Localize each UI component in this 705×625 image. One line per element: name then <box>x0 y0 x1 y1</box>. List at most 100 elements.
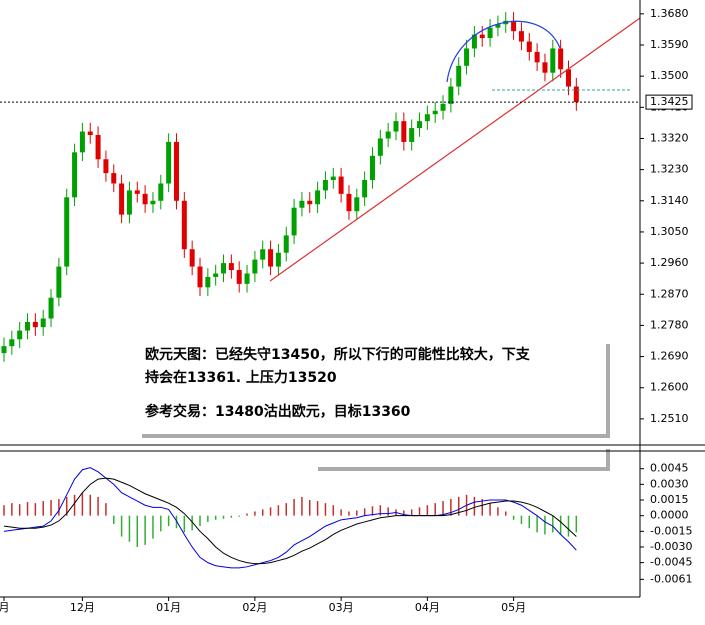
y-tick-label: 1.3500 <box>650 69 689 82</box>
candle-body <box>315 190 321 205</box>
candle-body <box>103 159 109 174</box>
y-tick-label: -0.0030 <box>650 540 692 553</box>
candle-body <box>573 86 579 103</box>
y-tick-label: 1.2960 <box>650 256 689 269</box>
y-tick-label: 1.3230 <box>650 163 689 176</box>
y-tick-label: 0.0045 <box>650 462 689 475</box>
candle-body <box>299 200 305 208</box>
candle-body <box>401 121 407 142</box>
y-tick-label: 1.2780 <box>650 318 689 331</box>
candle-body <box>440 103 446 111</box>
candle-body <box>307 200 313 205</box>
candle-body <box>56 266 62 298</box>
candle-body <box>260 249 266 260</box>
candle-body <box>95 135 101 160</box>
note-line: 持会在13361. 上压力13520 <box>145 369 337 386</box>
x-tick-label: 05月 <box>501 601 526 614</box>
x-tick-label: 04月 <box>415 601 440 614</box>
candle-body <box>197 266 203 288</box>
y-tick-label: 0.0015 <box>650 493 689 506</box>
y-tick-label: 1.3140 <box>650 194 689 207</box>
macd-line <box>3 477 577 565</box>
candle-body <box>346 193 352 212</box>
candle-body <box>487 27 493 39</box>
candle-body <box>542 62 548 73</box>
candle-body <box>417 121 423 129</box>
candle-body <box>565 69 571 87</box>
candle-body <box>432 110 438 115</box>
y-tick-label: 1.3680 <box>650 7 689 20</box>
candle-body <box>17 330 23 340</box>
top-arc <box>446 20 561 83</box>
y-tick-label: 1.3590 <box>650 38 689 51</box>
last-price-box <box>645 94 693 110</box>
candle-body <box>236 270 242 284</box>
note-line: 参考交易：13480沽出欧元，目标13360 <box>145 403 411 420</box>
candle-body <box>213 273 219 277</box>
candle-body <box>221 263 227 274</box>
y-tick-label: -0.0045 <box>650 556 692 569</box>
candle-body <box>424 114 430 122</box>
candle-body <box>291 207 297 236</box>
candle-body <box>464 48 470 66</box>
candle-body <box>495 24 501 28</box>
candle-body <box>275 252 281 267</box>
y-tick-label: 1.2870 <box>650 287 689 300</box>
y-tick-label: 1.3050 <box>650 225 689 238</box>
candle-body <box>25 321 31 331</box>
y-tick-label: 1.2690 <box>650 350 689 363</box>
note-box <box>138 340 606 434</box>
candle-body <box>479 34 485 39</box>
candle-body <box>9 339 15 347</box>
candle-body <box>205 276 211 288</box>
candle-body <box>111 173 117 184</box>
y-tick-label: 1.2510 <box>650 412 689 425</box>
candle-body <box>385 131 391 139</box>
y-tick-label: 0.0030 <box>650 477 689 490</box>
candle-body <box>134 190 140 194</box>
candle-body <box>40 318 46 328</box>
candle-body <box>173 141 179 201</box>
x-tick-label: 03月 <box>329 601 354 614</box>
y-tick-label: -0.0061 <box>650 572 692 585</box>
candle-body <box>48 297 54 319</box>
candle-body <box>534 51 540 63</box>
y-tick-label: 1.2600 <box>650 381 689 394</box>
note-line: 欧元天图：已经失守13450，所以下行的可能性比较大，下支 <box>145 346 531 363</box>
candle-body <box>338 176 344 194</box>
candle-body <box>456 65 462 87</box>
candle-body <box>283 235 289 253</box>
candle-body <box>558 48 564 70</box>
candle-body <box>142 193 148 205</box>
candle-body <box>322 180 328 191</box>
plot-area <box>1 12 579 362</box>
candle-body <box>158 183 164 201</box>
candle-body <box>189 249 195 267</box>
candle-body <box>79 131 85 153</box>
y-tick-label: -0.0015 <box>650 524 692 537</box>
candle-body <box>166 141 172 184</box>
candle-body <box>369 155 375 181</box>
candle-body <box>518 31 524 42</box>
candle-body <box>448 86 454 104</box>
macd-line <box>3 467 577 569</box>
y-tick-label: 0.0000 <box>650 509 689 522</box>
last-price-label: 1.3425 <box>650 95 689 108</box>
candle-body <box>126 190 132 215</box>
candle-body <box>268 249 274 267</box>
x-tick-label: 02月 <box>242 601 267 614</box>
candle-body <box>511 20 517 32</box>
candle-body <box>377 138 383 156</box>
candle-body <box>32 321 38 328</box>
candle-body <box>228 263 234 271</box>
candle-body <box>330 176 336 181</box>
candle-body <box>150 200 156 205</box>
candle-body <box>64 197 70 267</box>
candle-body <box>252 259 258 274</box>
empty-box <box>314 445 606 467</box>
candle-body <box>362 180 368 198</box>
candle-body <box>244 273 250 284</box>
x-tick-label: 12月 <box>70 601 95 614</box>
